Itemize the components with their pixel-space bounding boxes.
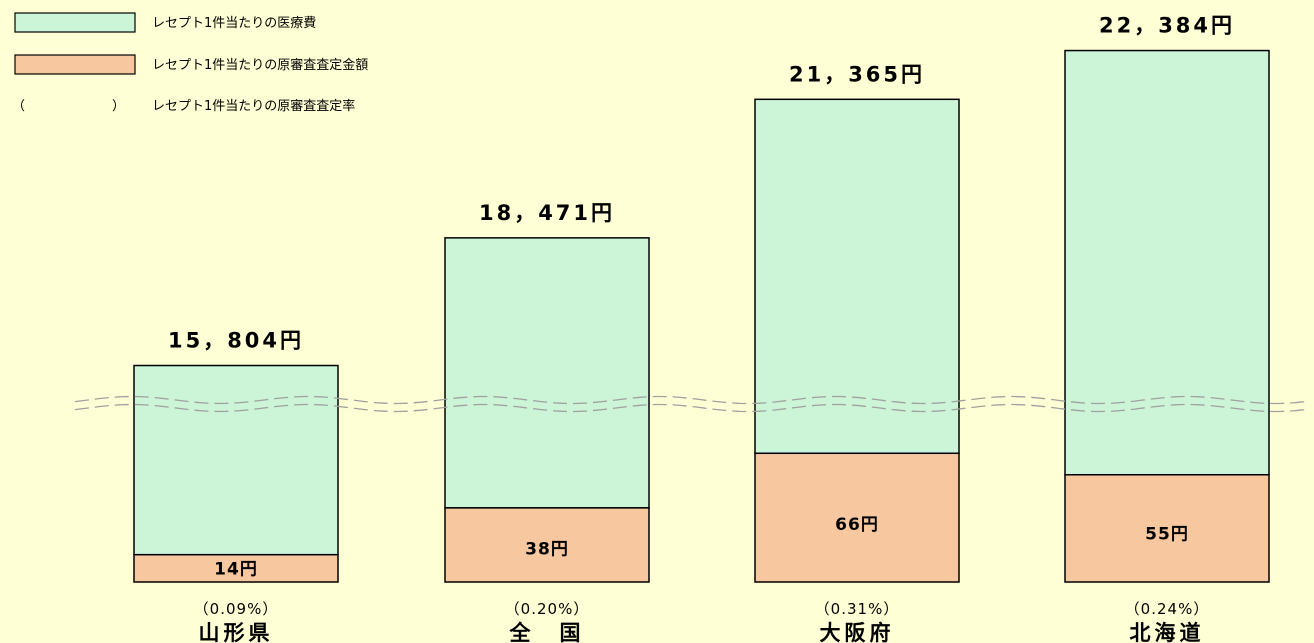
legend-label-assessed-rate: レセプト1件当たりの原審査査定率 [152,98,355,114]
assessed-rate-label: （0.20%） [505,600,590,618]
category-label: 全 国 [509,621,585,643]
assessed-rate-label: （0.24%） [1125,600,1210,618]
total-value-label: 15，804円 [168,329,304,353]
axis-break-lines [74,395,1311,413]
labels-group: 15，804円 14円 （0.09%） 山形県 18，471円 38円 （0.20%） 全 国… [168,14,1235,643]
total-value-label: 22，384円 [1099,14,1235,38]
bar-assessed-amount [444,507,650,583]
category-label: 大阪府 [820,621,895,643]
assessed-rate-label: （0.09%） [194,600,279,618]
bar-assessed-amount [133,553,339,583]
bars-group [133,49,1270,583]
category-label: 山形県 [199,621,274,643]
bar-assessed-amount [754,452,960,583]
category-label: 北海道 [1130,621,1205,643]
legend-label-medical-cost: レセプト1件当たりの医療費 [152,16,316,31]
legend-paren-open: （ [12,99,25,114]
assessed-amount-label: 66円 [835,515,879,535]
bar-medical-cost [133,364,339,556]
assessed-amount-label: 38円 [525,540,569,560]
assessed-amount-label: 14円 [214,559,258,579]
total-value-label: 21，365円 [789,62,925,86]
assessed-rate-label: （0.31%） [815,600,900,618]
axis-break-line-upper [74,395,1311,405]
legend-swatch-assessed-amount [14,54,136,75]
bar-assessed-amount [1064,474,1270,583]
legend: レセプト1件当たりの医療費 レセプト1件当たりの原審査査定金額 （ ） レセプト… [12,12,368,114]
legend-swatch-medical-cost [14,12,136,33]
assessed-amount-label: 55円 [1145,525,1189,545]
total-value-label: 18，471円 [479,201,615,225]
legend-label-assessed-amount: レセプト1件当たりの原審査査定金額 [152,57,368,73]
axis-break-line-lower [74,403,1311,413]
legend-paren-close: ） [112,99,125,114]
bar-medical-cost [754,98,960,455]
bar-medical-cost [444,237,650,509]
